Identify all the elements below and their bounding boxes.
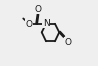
Text: O: O xyxy=(35,5,42,14)
Text: N: N xyxy=(43,19,49,28)
Text: O: O xyxy=(25,20,32,29)
Text: O: O xyxy=(64,38,71,47)
